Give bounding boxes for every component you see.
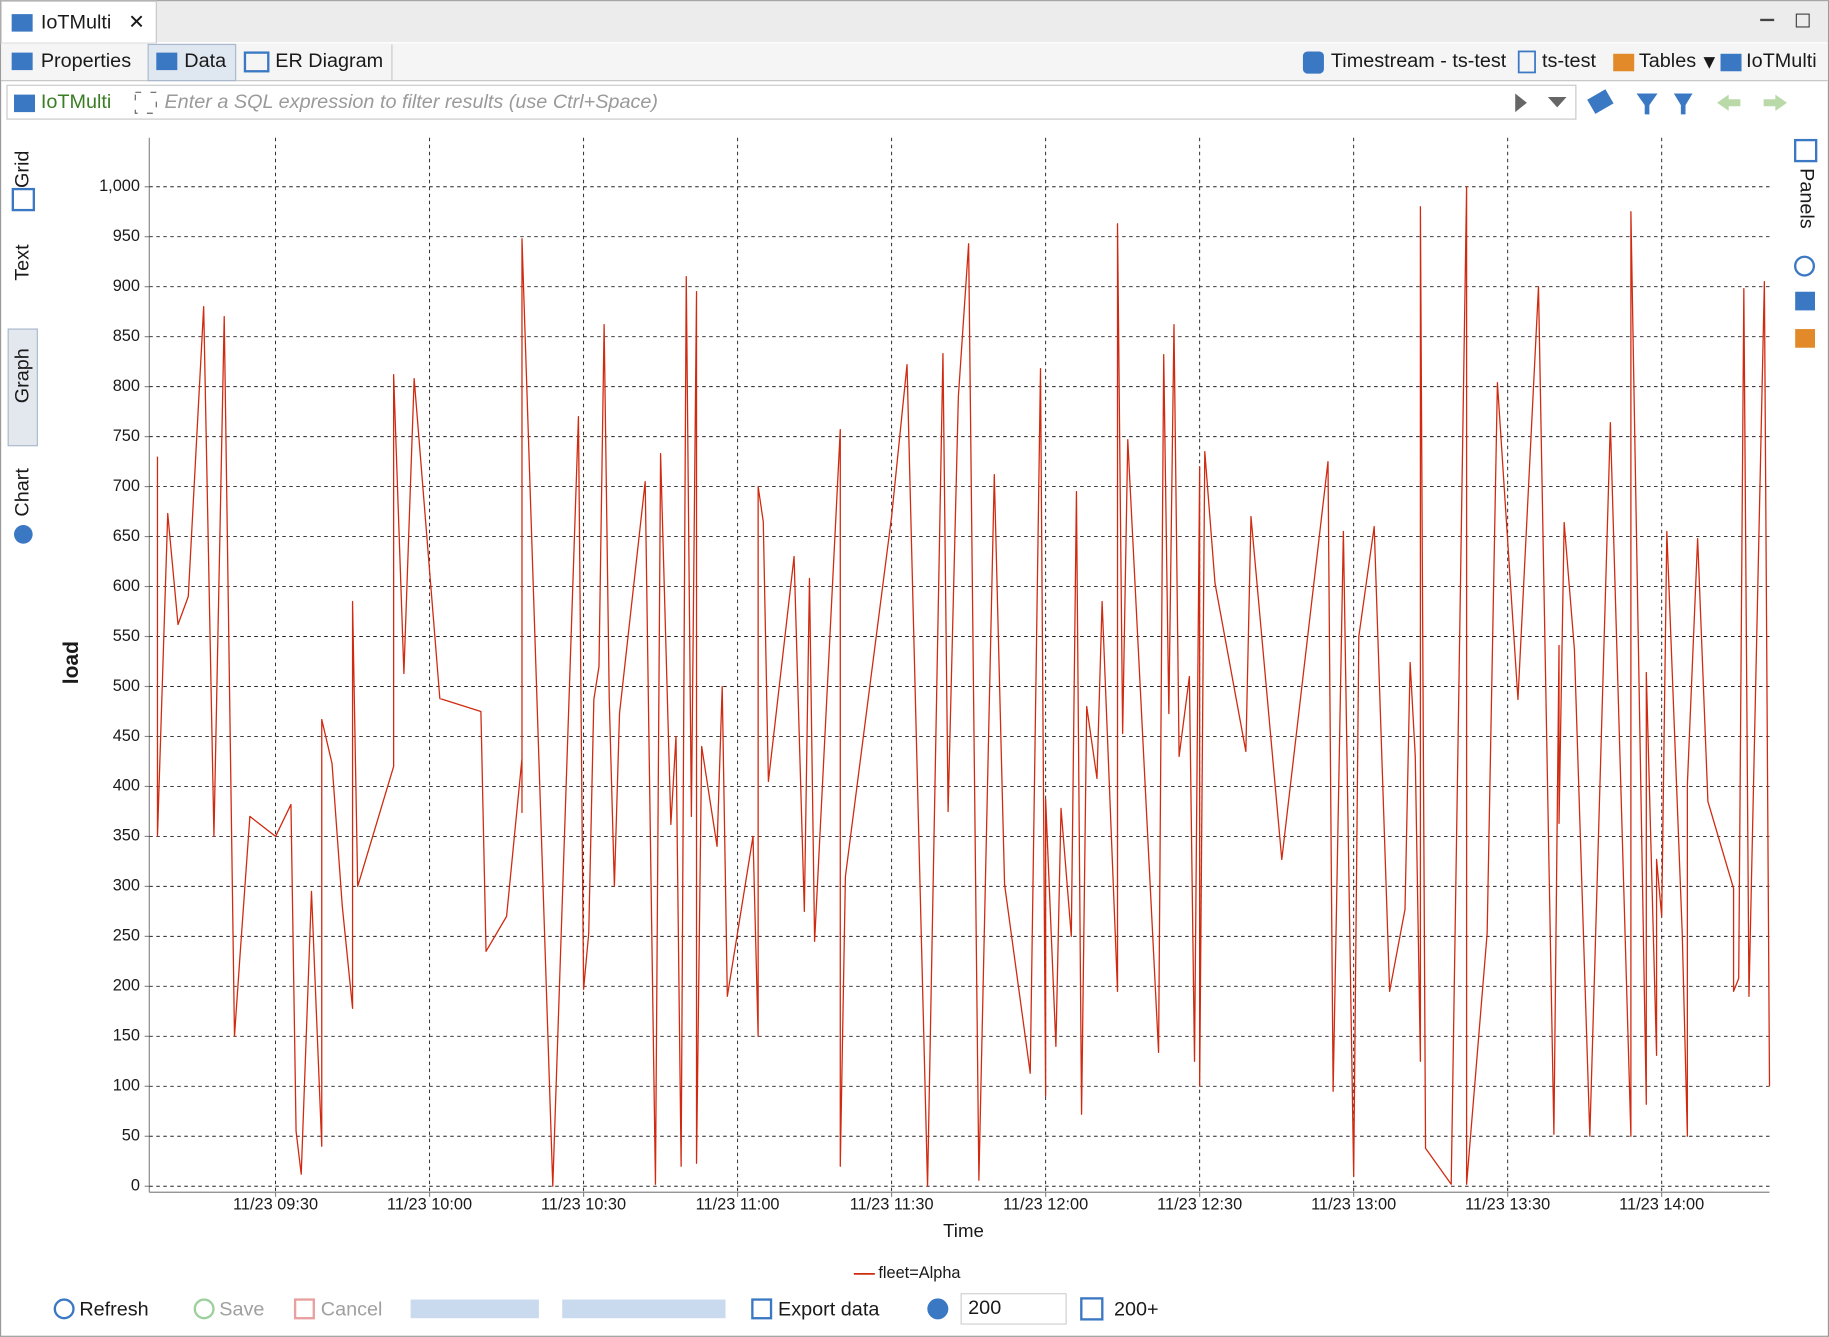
y-tick-label: 750 xyxy=(113,427,140,445)
y-tick-label: 450 xyxy=(113,727,140,745)
y-tick-label: 900 xyxy=(113,277,140,295)
maximize-icon[interactable] xyxy=(1795,13,1810,28)
db-icon xyxy=(1302,51,1324,74)
properties-icon xyxy=(11,52,33,71)
view-tab-active[interactable] xyxy=(7,328,38,447)
x-tick-label: 11/23 13:30 xyxy=(1465,1195,1550,1213)
panel-icon[interactable] xyxy=(1794,255,1816,277)
run-icon[interactable] xyxy=(1515,93,1527,113)
table-icon xyxy=(1720,53,1742,72)
schema-icon xyxy=(1517,50,1536,74)
editor-tab-label[interactable]: IoTMulti xyxy=(41,12,111,34)
filter-icon[interactable] xyxy=(1673,93,1693,115)
x-tick-label: 11/23 11:30 xyxy=(850,1195,934,1213)
back-icon[interactable] xyxy=(1717,94,1741,111)
y-tick-label: 700 xyxy=(113,477,140,495)
y-tick-label: 50 xyxy=(122,1127,140,1145)
breadcrumb[interactable]: Timestream - ts-test xyxy=(1331,50,1507,72)
filter-icon[interactable] xyxy=(1636,93,1658,115)
y-tick-label: 100 xyxy=(113,1077,140,1095)
breadcrumb[interactable]: ts-test xyxy=(1542,50,1596,72)
forward-icon[interactable] xyxy=(1763,94,1788,111)
er-icon xyxy=(243,51,270,73)
panels-tab[interactable]: Panels xyxy=(1795,168,1817,229)
x-tick-label: 11/23 12:00 xyxy=(1003,1195,1088,1213)
y-axis-title: load xyxy=(60,641,83,684)
y-tick-label: 350 xyxy=(113,827,140,845)
y-tick-label: 400 xyxy=(113,777,140,795)
y-tick-label: 800 xyxy=(113,377,140,395)
fetch-size-input[interactable] xyxy=(960,1293,1067,1325)
tab-bar xyxy=(1,1,1828,43)
subtab[interactable]: ER Diagram xyxy=(275,50,383,72)
y-tick-label: 550 xyxy=(113,627,140,645)
y-tick-label: 300 xyxy=(113,877,140,895)
x-tick-label: 11/23 13:00 xyxy=(1311,1195,1396,1213)
table-icon xyxy=(11,14,33,32)
x-tick-label: 11/23 11:00 xyxy=(696,1195,780,1213)
filter-placeholder[interactable]: Enter a SQL expression to filter results… xyxy=(164,91,658,113)
subtab-bar xyxy=(1,43,1828,81)
table-icon xyxy=(13,94,35,113)
export-icon[interactable] xyxy=(751,1298,773,1320)
x-tick-label: 11/23 12:30 xyxy=(1157,1195,1242,1213)
view-tab[interactable]: Graph xyxy=(12,348,34,403)
row-edit-icons xyxy=(410,1299,539,1319)
refresh-icon[interactable] xyxy=(53,1298,75,1320)
subtab[interactable]: Properties xyxy=(41,50,131,72)
panel-icon[interactable] xyxy=(1795,329,1816,348)
view-tab[interactable]: Text xyxy=(12,244,34,281)
grid-icon xyxy=(11,187,35,212)
chart: 0 50 100 150 200 250 300 350 400 450 500 550 600 650 7… xyxy=(60,137,1771,1282)
y-tick-label: 200 xyxy=(113,977,140,995)
fetch-size[interactable]: 200 xyxy=(968,1297,1001,1319)
view-tab[interactable]: Chart xyxy=(12,468,34,517)
save-button: Save xyxy=(219,1298,264,1320)
chart-icon xyxy=(13,525,33,544)
panels-icon[interactable] xyxy=(1794,138,1818,163)
legend-label: fleet=Alpha xyxy=(878,1264,961,1282)
filter-table[interactable]: IoTMulti xyxy=(41,91,111,113)
subtab[interactable]: Data xyxy=(184,50,227,72)
panel-icon[interactable] xyxy=(1795,291,1816,311)
filter-box[interactable] xyxy=(6,84,1577,120)
refresh-button[interactable]: Refresh xyxy=(79,1298,148,1320)
y-tick-label: 950 xyxy=(113,227,140,245)
x-axis-title: Time xyxy=(943,1220,984,1241)
breadcrumb[interactable]: Tables xyxy=(1639,50,1696,72)
y-tick-label: 150 xyxy=(113,1027,140,1045)
history-icon[interactable] xyxy=(1547,96,1567,108)
close-icon[interactable]: ✕ xyxy=(128,12,145,34)
y-tick-label: 250 xyxy=(113,927,140,945)
cancel-button: Cancel xyxy=(321,1298,383,1320)
data-icon xyxy=(156,52,178,71)
cancel-icon xyxy=(293,1298,315,1320)
settings-icon[interactable] xyxy=(927,1298,949,1320)
save-icon xyxy=(193,1298,215,1320)
y-tick-label: 600 xyxy=(113,577,140,595)
x-tick-label: 11/23 09:30 xyxy=(233,1195,318,1213)
minimize-icon[interactable] xyxy=(1760,18,1775,22)
fetch-more-button[interactable]: 200+ xyxy=(1114,1298,1159,1320)
data-line xyxy=(156,186,1771,1187)
view-tab[interactable]: Grid xyxy=(12,151,34,188)
expand-icon[interactable] xyxy=(134,91,157,114)
fetch-more-icon[interactable] xyxy=(1080,1297,1104,1321)
export-button[interactable]: Export data xyxy=(778,1298,880,1320)
eraser-icon[interactable] xyxy=(1587,89,1614,114)
y-tick-label: 650 xyxy=(113,527,140,545)
x-tick-label: 11/23 10:30 xyxy=(541,1195,626,1213)
navigation-icons[interactable] xyxy=(562,1299,726,1319)
y-tick-label: 500 xyxy=(113,677,140,695)
breadcrumb[interactable]: IoTMulti xyxy=(1746,50,1816,72)
dropdown-arrow[interactable]: ▼ xyxy=(1700,51,1720,73)
x-tick-label: 11/23 10:00 xyxy=(387,1195,472,1213)
y-tick-label: 1,000 xyxy=(99,177,140,195)
y-tick-label: 0 xyxy=(131,1177,140,1195)
x-tick-label: 11/23 14:00 xyxy=(1619,1195,1704,1213)
tables-icon xyxy=(1613,53,1635,72)
y-tick-label: 850 xyxy=(113,327,140,345)
